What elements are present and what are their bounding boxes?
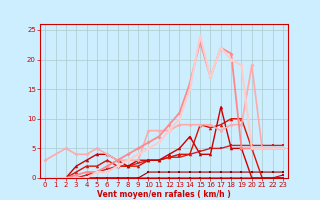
X-axis label: Vent moyen/en rafales ( km/h ): Vent moyen/en rafales ( km/h ) [97, 190, 231, 199]
